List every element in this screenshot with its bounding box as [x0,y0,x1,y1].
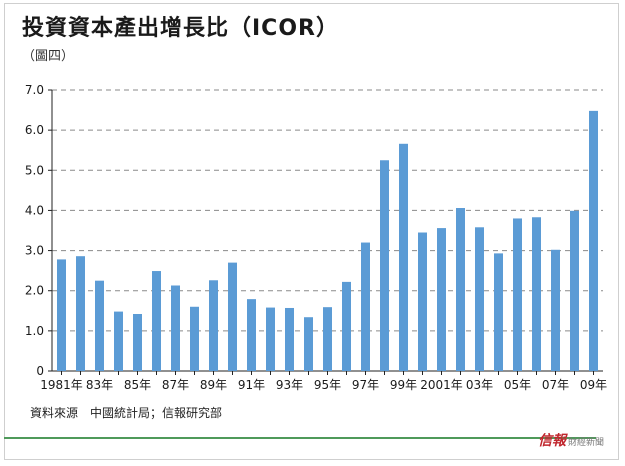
x-tick-label: 05年 [504,378,531,392]
bar-1993 [285,307,294,371]
bar-1984 [114,311,123,371]
y-tick-label: 1.0 [25,324,44,338]
x-tick-label: 2001年 [420,378,463,392]
brand-name: 信報 [538,433,566,449]
x-tick-label: 87年 [162,378,189,392]
bar-1990 [228,262,237,371]
bar-1996 [342,281,351,371]
bar-2001 [437,228,446,371]
brand-logo: 信報 財經新聞 [538,430,604,450]
y-tick-label: 6.0 [25,123,44,137]
bar-1987 [171,285,180,371]
y-tick-label: 0 [36,364,44,378]
bar-2000 [418,232,427,371]
x-tick-label: 83年 [86,378,113,392]
bar-2008 [570,210,579,371]
x-tick-label: 03年 [466,378,493,392]
source-note: 資料來源 中國統計局；信報研究部 [30,406,223,420]
x-tick-label: 91年 [238,378,265,392]
bar-1985 [133,313,142,371]
bar-1986 [152,271,161,371]
x-tick-label: 1981年 [40,378,83,392]
bar-1997 [361,242,370,371]
bar-2002 [456,208,465,371]
y-tick-label: 5.0 [25,163,44,177]
chart-subtitle: （圖四） [22,49,75,64]
bar-1992 [266,307,275,371]
y-tick-label: 7.0 [25,83,44,97]
bar-2005 [513,218,522,371]
bar-1994 [304,317,313,371]
bar-2004 [494,253,503,371]
bar-2007 [551,249,560,371]
y-tick-label: 3.0 [25,244,44,258]
x-tick-label: 85年 [124,378,151,392]
x-tick-label: 07年 [542,378,569,392]
x-tick-label: 09年 [580,378,607,392]
x-tick-label: 99年 [390,378,417,392]
bar-1982 [76,256,85,371]
bar-2006 [532,217,541,371]
bottom-rule [4,437,596,439]
bar-1999 [399,143,408,371]
bar-2009 [589,110,598,372]
x-tick-label: 89年 [200,378,227,392]
bar-1989 [209,280,218,371]
brand-tagline: 財經新聞 [568,438,605,448]
bar-1983 [95,280,104,371]
bar-1991 [247,299,256,371]
bar-1995 [323,307,332,371]
y-tick-label: 4.0 [25,203,44,217]
bar-1988 [190,306,199,371]
chart-title: 投資資本產出增長比（ICOR） [22,16,339,41]
x-tick-label: 97年 [352,378,379,392]
bar-1981 [57,259,66,371]
x-tick-label: 95年 [314,378,341,392]
bar-1998 [380,160,389,371]
x-tick-label: 93年 [276,378,303,392]
bar-2003 [475,227,484,371]
y-tick-label: 2.0 [25,284,44,298]
